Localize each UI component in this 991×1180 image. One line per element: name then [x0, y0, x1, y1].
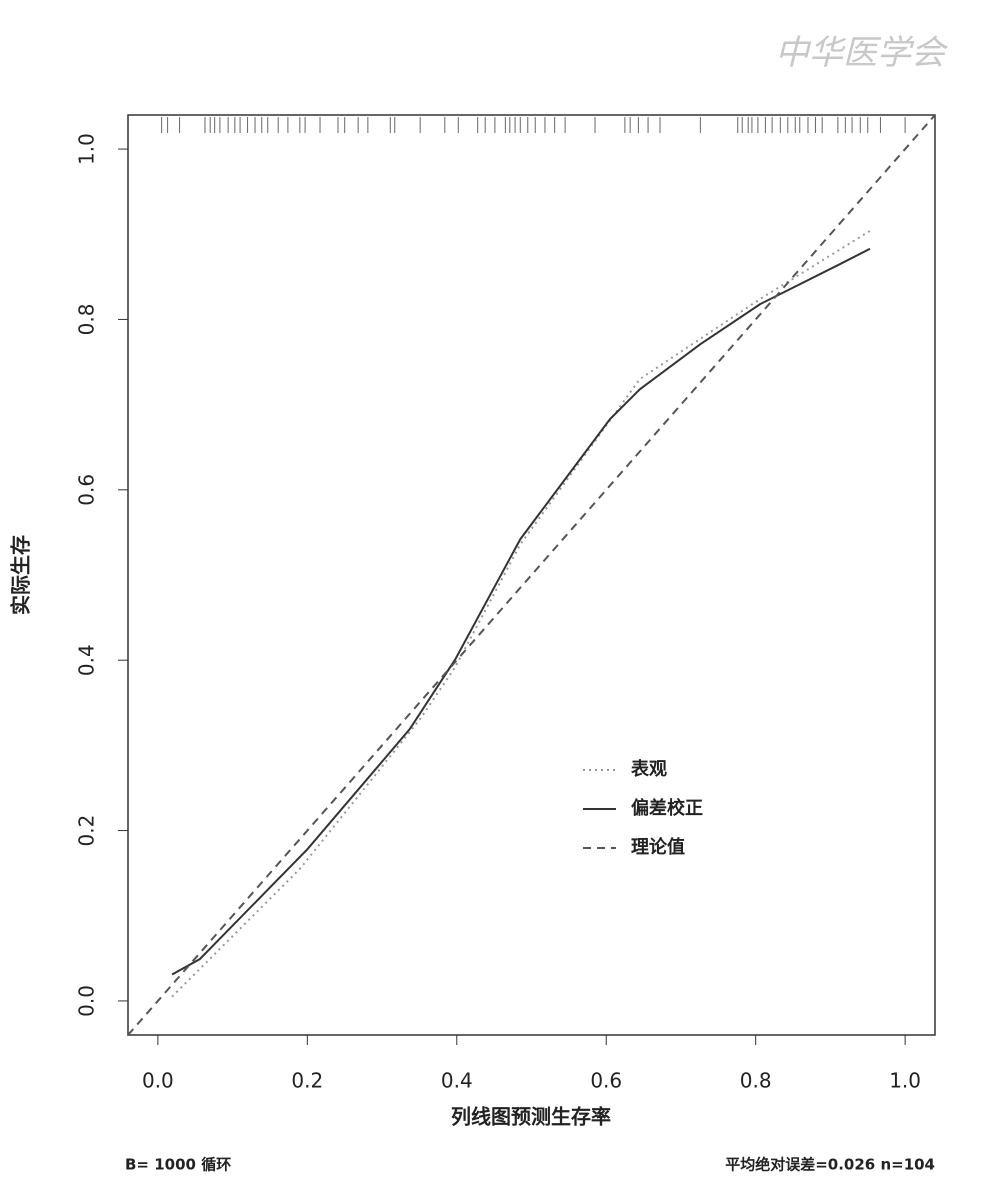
x-tick-label: 0.0 — [142, 1069, 174, 1093]
y-axis-label: 实际生存 — [9, 535, 33, 615]
legend-label: 理论值 — [631, 836, 685, 858]
legend-label: 表观 — [631, 758, 667, 780]
legend-label: 偏差校正 — [631, 797, 703, 819]
y-tick-label: 0.0 — [75, 985, 99, 1017]
x-tick-label: 1.0 — [889, 1069, 921, 1093]
x-tick-label: 0.2 — [291, 1069, 323, 1093]
x-tick-label: 0.6 — [590, 1069, 622, 1093]
series-line — [128, 115, 935, 1035]
series-line — [171, 230, 871, 998]
y-tick-label: 0.8 — [75, 304, 99, 336]
footer-left: B= 1000 循环 — [125, 1156, 231, 1174]
y-tick-label: 0.4 — [75, 644, 99, 676]
x-tick-label: 0.8 — [740, 1069, 772, 1093]
series-line — [171, 247, 871, 976]
footer-right: 平均绝对误差=0.026 n=104 — [725, 1156, 935, 1174]
y-tick-label: 0.6 — [75, 474, 99, 506]
y-tick-label: 1.0 — [75, 133, 99, 165]
x-axis-label: 列线图预测生存率 — [451, 1105, 611, 1129]
watermark: 中华医学会 — [775, 33, 949, 73]
y-tick-label: 0.2 — [75, 815, 99, 847]
x-tick-label: 0.4 — [441, 1069, 473, 1093]
